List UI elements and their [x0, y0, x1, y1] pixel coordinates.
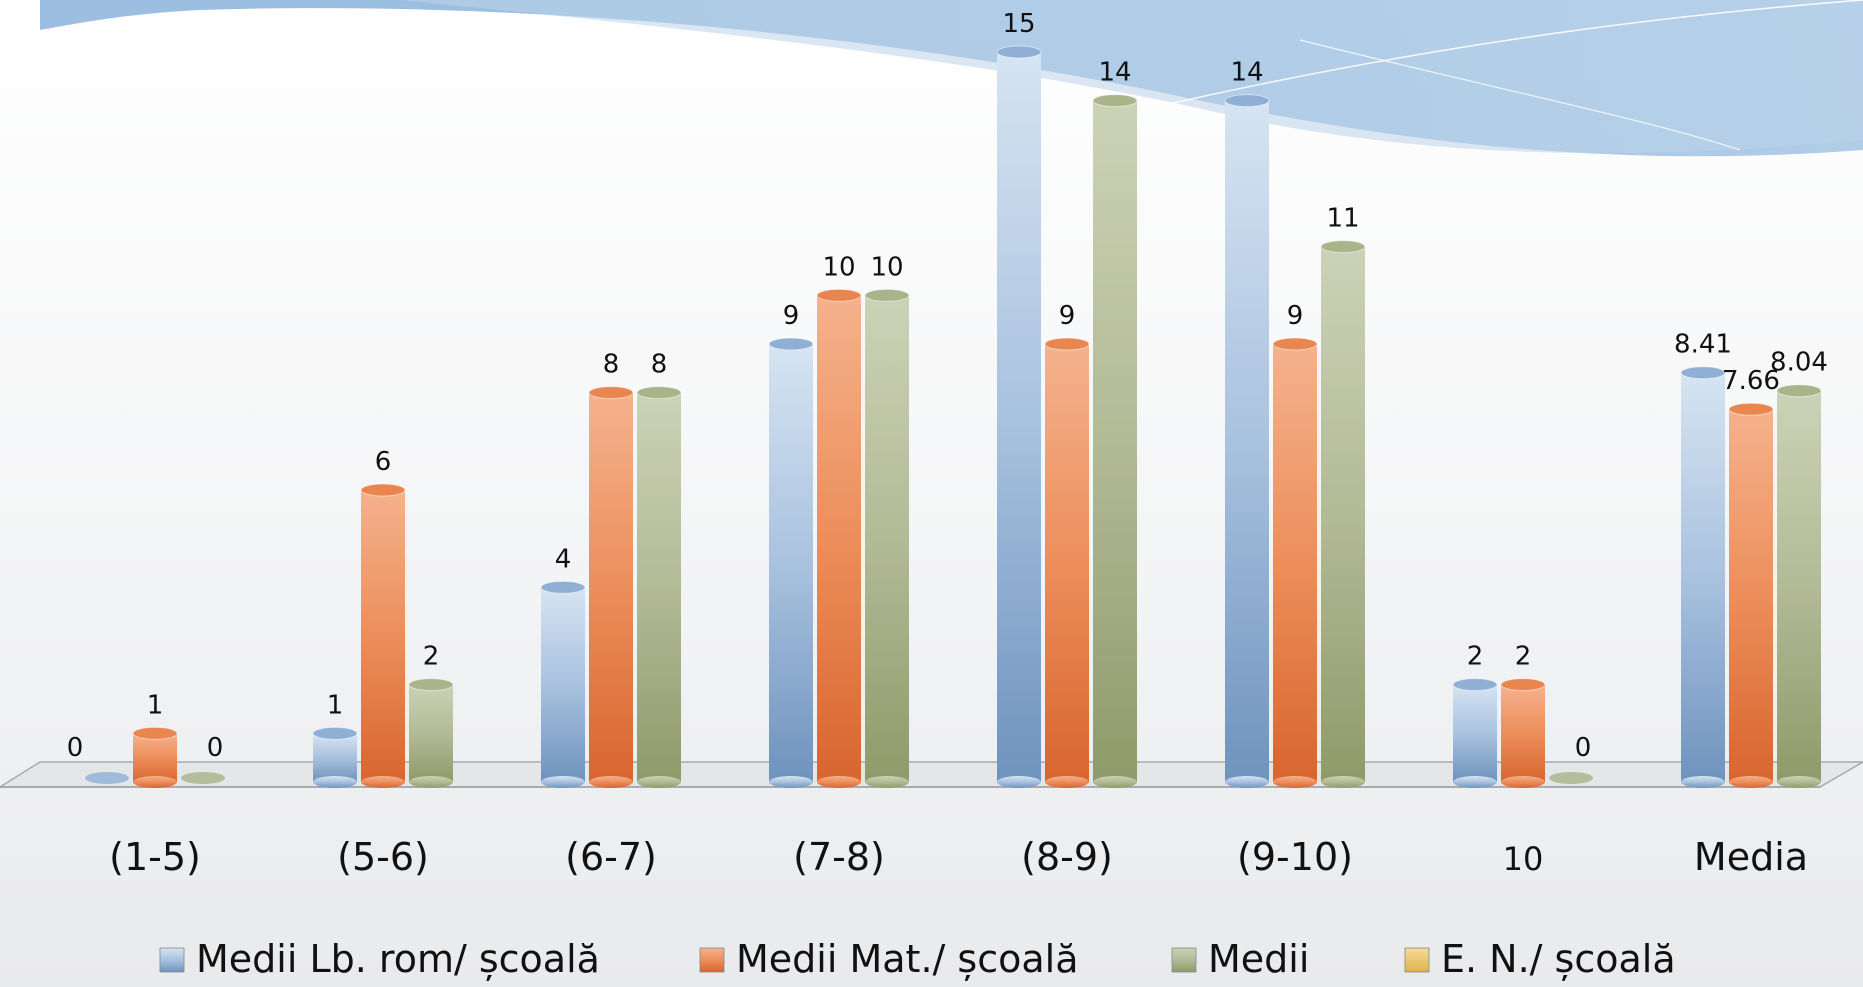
legend-item-1: Medii Lb. rom/ școală	[159, 937, 600, 981]
bar-1-7	[1452, 678, 1498, 788]
bar-3-2	[408, 678, 454, 788]
bar-3-8	[1776, 384, 1822, 788]
value-label-1-5: 15	[1002, 9, 1035, 39]
legend-label-4: E. N./ școală	[1441, 937, 1676, 981]
bars-group	[85, 45, 1822, 788]
bar-3-6	[1320, 240, 1366, 788]
legend-label-1: Medii Lb. rom/ școală	[196, 937, 600, 981]
bar-2-5	[1044, 337, 1090, 788]
category-label-1: (1-5)	[109, 835, 201, 879]
bar-2-1	[132, 726, 178, 788]
value-label-3-1: 0	[207, 733, 224, 763]
legend-swatch-1	[159, 947, 185, 973]
value-label-2-4: 10	[822, 252, 855, 282]
bar-2-7	[1500, 678, 1546, 788]
category-label-6: (9-10)	[1237, 835, 1353, 879]
bar-1-6	[1224, 94, 1270, 788]
bar-3-1	[181, 772, 225, 784]
bar-3-5	[1092, 94, 1138, 788]
bar-1-2	[312, 726, 358, 788]
value-label-3-8: 8.04	[1770, 348, 1828, 378]
value-label-1-4: 9	[783, 301, 800, 331]
value-label-2-8: 7.66	[1722, 366, 1780, 396]
value-label-2-7: 2	[1515, 642, 1532, 672]
category-label-8: Media	[1694, 835, 1808, 879]
legend-label-2: Medii Mat./ școală	[736, 937, 1078, 981]
bar-3-4	[864, 288, 910, 788]
legend-label-3: Medii	[1208, 937, 1309, 981]
bar-1-4	[768, 337, 814, 788]
bar-2-4	[816, 288, 862, 788]
value-label-1-8: 8.41	[1674, 330, 1732, 360]
value-label-3-7: 0	[1575, 733, 1592, 763]
value-label-1-3: 4	[555, 544, 572, 574]
legend-swatch-3	[1171, 947, 1197, 973]
value-label-3-6: 11	[1326, 204, 1359, 234]
legend-item-4: E. N./ școală	[1404, 937, 1676, 981]
value-label-2-1: 1	[147, 690, 164, 720]
category-label-5: (8-9)	[1021, 835, 1113, 879]
bar-2-3	[588, 386, 634, 788]
value-label-1-2: 1	[327, 690, 344, 720]
bar-1-5	[996, 45, 1042, 788]
value-label-2-5: 9	[1059, 301, 1076, 331]
background-wave	[40, 0, 1863, 157]
bar-2-2	[360, 483, 406, 788]
legend-swatch-4	[1404, 947, 1430, 973]
value-label-1-1: 0	[67, 733, 84, 763]
bar-2-8	[1728, 402, 1774, 788]
value-label-3-4: 10	[870, 252, 903, 282]
bar-2-6	[1272, 337, 1318, 788]
legend-item-2: Medii Mat./ școală	[699, 937, 1078, 981]
legend-item-3: Medii	[1171, 937, 1309, 981]
value-label-2-3: 8	[603, 350, 620, 380]
category-label-4: (7-8)	[793, 835, 885, 879]
bar-1-8	[1680, 366, 1726, 788]
bar-1-1	[85, 772, 129, 784]
value-label-3-3: 8	[651, 350, 668, 380]
value-label-2-2: 6	[375, 447, 392, 477]
bar-3-7	[1549, 772, 1593, 784]
category-label-2: (5-6)	[337, 835, 429, 879]
bar-1-3	[540, 580, 586, 788]
value-label-3-2: 2	[423, 642, 440, 672]
value-label-1-7: 2	[1467, 642, 1484, 672]
category-labels-group: (1-5) (5-6) (6-7) (7-8) (8-9) (9-10) 10 Media	[109, 835, 1808, 879]
legend: Medii Lb. rom/ școală Medii Mat./ școală M…	[159, 937, 1676, 981]
category-label-3: (6-7)	[565, 835, 657, 879]
value-label-2-6: 9	[1287, 301, 1304, 331]
bar-3-3	[636, 386, 682, 788]
legend-swatch-2	[699, 947, 725, 973]
value-label-3-5: 14	[1098, 58, 1131, 88]
category-label-7: 10	[1503, 840, 1544, 878]
value-label-1-6: 14	[1230, 58, 1263, 88]
